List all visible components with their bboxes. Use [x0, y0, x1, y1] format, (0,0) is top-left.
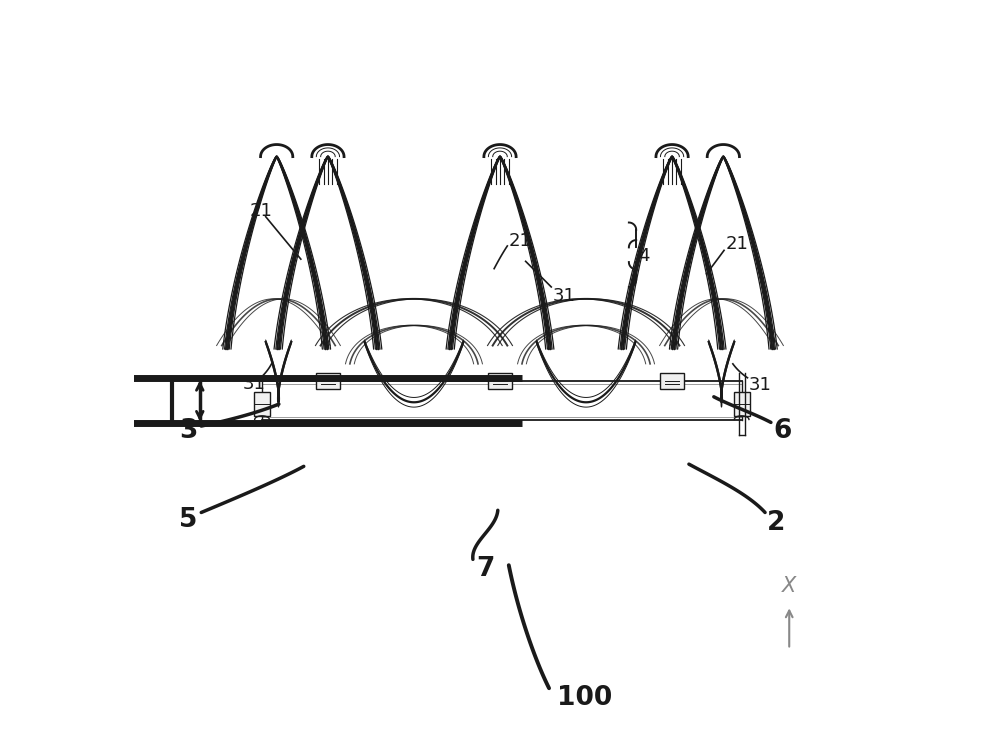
Text: 4: 4 [638, 247, 649, 265]
Text: 31: 31 [553, 287, 576, 305]
Bar [316, 373, 340, 389]
Text: X: X [782, 576, 796, 596]
Bar [734, 392, 750, 416]
Text: 100: 100 [557, 686, 612, 711]
Bar [660, 373, 684, 389]
Text: 7: 7 [477, 556, 495, 582]
Text: 3: 3 [179, 418, 198, 444]
Text: 31: 31 [749, 376, 772, 394]
Bar [488, 373, 512, 389]
Text: 21: 21 [509, 232, 532, 250]
Text: 21: 21 [726, 235, 748, 254]
Text: 31: 31 [242, 375, 265, 392]
Text: 21: 21 [250, 202, 272, 220]
Text: 2: 2 [767, 510, 786, 536]
Bar [254, 392, 270, 416]
Text: 5: 5 [179, 507, 198, 533]
Text: 6: 6 [773, 418, 791, 444]
